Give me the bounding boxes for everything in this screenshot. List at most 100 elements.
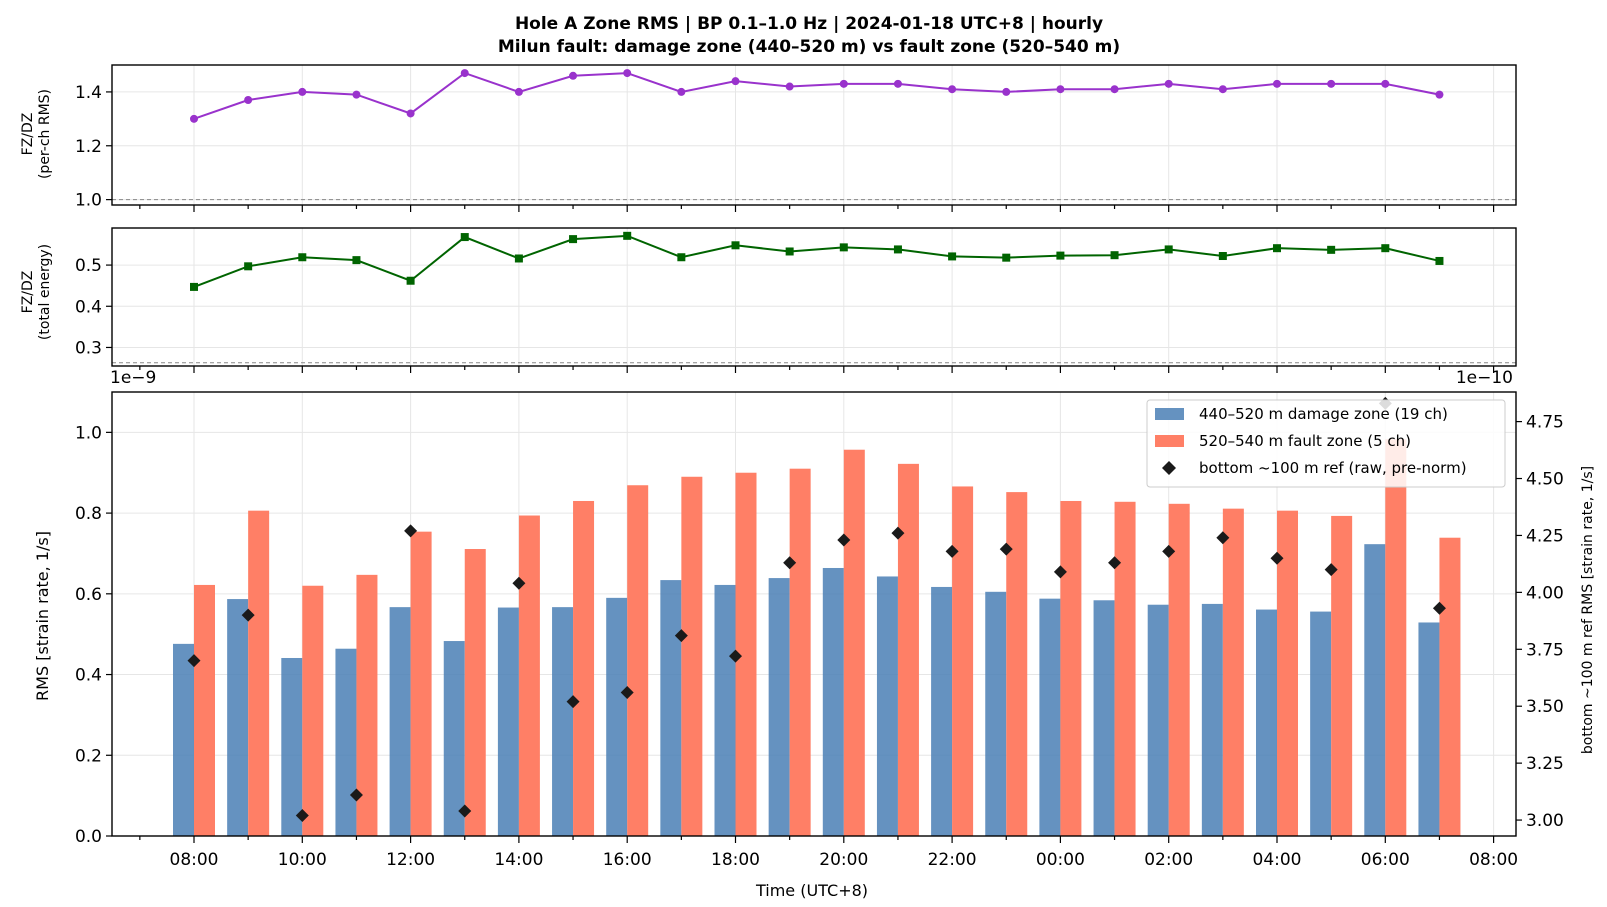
damage-zone-bar: [281, 657, 303, 836]
legend-label-bottom-ref: bottom ~100 m ref (raw, pre-norm): [1199, 459, 1467, 477]
ratio-point: [1327, 245, 1336, 254]
damage-zone-bar: [876, 576, 898, 836]
ratio-point: [893, 79, 902, 88]
bottom-ref-point: [187, 654, 201, 668]
y-tick-label: 1.0: [75, 423, 102, 443]
fault-zone-bar: [410, 531, 432, 836]
damage-zone-bar: [1418, 622, 1440, 836]
fault-zone-bar: [1439, 537, 1461, 836]
panel2-ylabel-line1: FZ/DZ: [20, 271, 36, 314]
fault-zone-bar: [735, 472, 757, 836]
legend-marker-bottom-ref: [1162, 461, 1176, 475]
x-axis-label: Time (UTC+8): [755, 881, 868, 900]
ratio-point: [569, 235, 578, 244]
y-right-tick-label: 3.25: [1526, 754, 1564, 774]
bottom-ref-point: [729, 649, 742, 663]
fault-zone-bar: [1060, 500, 1082, 836]
damage-zone-bar: [335, 648, 357, 836]
ratio-point: [839, 243, 848, 252]
y-tick-label: 0.4: [75, 666, 102, 686]
fault-zone-bar: [464, 549, 486, 836]
y-tick-label: 1.0: [75, 191, 102, 211]
ratio-point: [406, 109, 415, 118]
bottom-ref-point: [458, 804, 472, 818]
y-tick-label: 0.8: [75, 504, 102, 524]
x-tick-label: 06:00: [1361, 850, 1410, 870]
ratio-point: [1381, 244, 1390, 253]
ratio-point: [785, 82, 794, 91]
ratio-point: [1218, 85, 1227, 94]
damage-zone-bar: [822, 567, 844, 836]
legend-swatch-damage-zone: [1155, 408, 1184, 420]
ratio-point: [1110, 85, 1119, 94]
rms-bar-panel: 0.0 0.2 0.4 0.6 0.8 1.0 3.00 3.25 3.50 3.75 4.00 4.…: [75, 391, 1564, 870]
fault-zone-bar: [1385, 439, 1407, 836]
ratio-point: [1056, 251, 1065, 260]
x-tick-label: 04:00: [1253, 850, 1302, 870]
x-tick-label: 08:00: [170, 850, 219, 870]
x-tick-label: 14:00: [494, 850, 543, 870]
bottom-ref-point: [1270, 551, 1284, 565]
ratio-point: [190, 282, 198, 291]
y-tick-label: 0.6: [75, 585, 102, 605]
y-tick-label: 1.2: [75, 137, 102, 157]
fault-zone-bar: [573, 500, 595, 836]
ratio-total-energy-panel: 0.3 0.4 0.5: [75, 227, 1517, 373]
ratio-point: [731, 77, 740, 86]
damage-zone-bar: [1310, 611, 1332, 836]
bottom-ref-point: [1108, 556, 1122, 570]
ratio-point: [514, 254, 523, 263]
y-tick-label: 0.4: [75, 297, 102, 317]
fault-zone-bar: [302, 585, 324, 836]
fault-zone-bar: [681, 476, 703, 836]
ratio-point: [298, 87, 307, 96]
ratio-point: [785, 247, 794, 256]
ratio-point: [948, 85, 957, 94]
ratio-point: [1164, 245, 1173, 254]
x-tick-label: 16:00: [603, 850, 652, 870]
panel1-ylabel-line2: (per-ch RMS): [37, 89, 53, 179]
damage-zone-bar: [768, 578, 790, 836]
ratio-point: [623, 231, 632, 240]
ratio-point: [244, 262, 253, 271]
damage-zone-bar: [1039, 598, 1061, 836]
x-tick-label: 12:00: [386, 850, 435, 870]
ratio-point: [406, 276, 415, 285]
ratio-point: [1164, 79, 1173, 88]
ratio-point: [352, 256, 361, 265]
chart-title: Hole A Zone RMS | BP 0.1–1.0 Hz | 2024-0…: [515, 14, 1103, 34]
x-tick-label: 08:00: [1469, 850, 1518, 870]
bottom-ref-point: [1432, 601, 1446, 615]
damage-zone-bar: [606, 597, 628, 836]
damage-zone-bar: [1364, 544, 1386, 836]
legend-swatch-fault-zone: [1155, 435, 1184, 447]
ratio-point: [1327, 79, 1336, 88]
legend-label-fault-zone: 520–540 m fault zone (5 ch): [1199, 432, 1411, 450]
bottom-ref-point: [295, 809, 309, 823]
damage-zone-bar: [1093, 600, 1115, 836]
damage-zone-bar: [714, 584, 736, 836]
ratio-point: [298, 253, 307, 262]
legend-box: [1146, 399, 1506, 488]
bottom-ref-point: [1324, 563, 1338, 577]
panel-frame: [111, 227, 1517, 367]
ratio-point: [1435, 256, 1444, 265]
bottom-ref-point: [674, 629, 688, 643]
ratio-point: [569, 71, 578, 80]
fault-zone-bar: [1222, 508, 1244, 836]
bottom-ref-point: [349, 788, 363, 802]
fault-zone-bar: [1114, 501, 1136, 836]
fault-zone-bar: [356, 574, 378, 836]
bottom-ref-point: [241, 608, 255, 622]
ratio-point: [1273, 244, 1281, 253]
x-tick-label: 10:00: [278, 850, 327, 870]
panel3-offset-right: 1e−10: [1456, 368, 1513, 388]
ratio-point: [514, 87, 523, 96]
fault-zone-bar: [1331, 515, 1353, 836]
y-right-tick-label: 4.75: [1526, 413, 1564, 433]
ratio-point: [839, 79, 848, 88]
bottom-ref-point: [620, 686, 634, 700]
chart-subtitle: Milun fault: damage zone (440–520 m) vs …: [498, 37, 1120, 57]
bottom-ref-point: [999, 542, 1013, 556]
ratio-point: [893, 245, 902, 254]
